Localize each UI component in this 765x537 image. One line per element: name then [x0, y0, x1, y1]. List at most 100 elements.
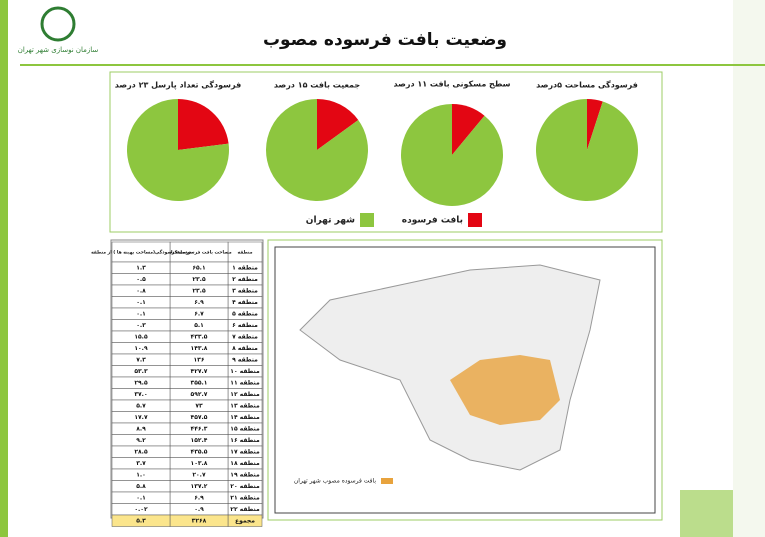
table-cell-text: ۴۳۳.۵: [191, 333, 208, 340]
table-cell-text: ۰.۳: [136, 322, 146, 329]
table-cell-text: منطقه ۴: [232, 299, 258, 306]
table-cell-text: منطقه ۹: [232, 356, 258, 363]
table-cell-text: ۱۵.۵: [134, 333, 148, 340]
table-cell-text: ۱۳۷.۲: [191, 483, 208, 490]
table-cell-text: ۱.۰: [136, 471, 146, 478]
table-cell-text: ۷.۳: [136, 356, 146, 363]
pie-title: فرسودگی مساحت ۵درصد: [536, 80, 638, 90]
table-cell-text: ۸.۹: [136, 425, 146, 432]
table-cell-text: ۳۷.۰: [134, 391, 147, 398]
table-cell-text: ۳۲۶۸: [192, 517, 207, 524]
legend-swatch: [360, 213, 374, 227]
table-cell-text: ۵۹۲.۷: [191, 391, 208, 398]
header-rule: [20, 64, 765, 66]
table-cell-text: ۱۰۳.۸: [191, 460, 208, 467]
table-cell-text: منطقه ۱۹: [230, 471, 260, 478]
table-cell-text: ۶.۹: [194, 299, 204, 306]
table-cell-text: ۵.۸: [136, 483, 146, 490]
table-cell-text: ۱.۳: [136, 264, 146, 271]
table-cell-text: منطقه ۲۲: [230, 506, 260, 513]
table-cell-text: ۵.۱: [194, 322, 204, 329]
table-cell-text: منطقه ۲۱: [230, 494, 260, 501]
table-header: مساحت بافت فرسوده(هکتار): [166, 250, 231, 256]
table-header: درصد فرسودگی(مساحت بهینه ها ) از منطقه: [91, 249, 192, 256]
map-legend-label: بافت فرسوده مصوب شهر تهران: [294, 478, 376, 485]
table-cell-text: منطقه ۵: [232, 310, 258, 317]
pie-slice: [266, 99, 368, 201]
table-cell-text: ۶.۷: [194, 310, 204, 317]
pie-slice: [401, 104, 504, 207]
table-cell-text: منطقه ۱۸: [230, 460, 260, 467]
pie-title: سطح مسکونی بافت ۱۱ درصد: [394, 80, 511, 89]
pie-slice: [587, 99, 603, 150]
table-cell-text: منطقه ۱۵: [230, 425, 260, 432]
table-cell-text: منطقه ۲: [232, 276, 258, 283]
legend-swatch: [468, 213, 482, 227]
table-cell-text: ۷۳: [195, 402, 203, 409]
table-cell-text: ۴۲۷.۷: [191, 368, 208, 375]
table-cell-text: ۰.۰۲: [134, 506, 148, 513]
map-legend-swatch: [381, 478, 393, 484]
table-cell-text: منطقه ۳: [232, 287, 258, 294]
skyline: [680, 490, 733, 537]
table-cell-text: منطقه ۶: [232, 322, 258, 329]
table-cell: [111, 514, 171, 527]
table-cell-text: منطقه ۲۰: [230, 483, 260, 490]
table-cell-text: ۰.۱: [136, 299, 146, 306]
pie-title: فرسودگی تعداد پارسل ۲۳ درصد: [115, 80, 242, 90]
pie-slice: [317, 99, 359, 150]
table-cell-text: ۲۰.۷: [192, 471, 206, 478]
table-cell-text: منطقه ۱۶: [230, 437, 260, 444]
table-cell-text: ۳.۷: [136, 460, 146, 467]
table-cell-text: منطقه ۱۴: [230, 414, 260, 421]
logo: [40, 6, 76, 42]
pie-slice: [178, 99, 229, 150]
table-cell-text: ۲۹.۵: [134, 379, 148, 386]
table-cell-text: ۲۸.۵: [134, 448, 148, 455]
legend-label: بافت فرسوده: [402, 216, 463, 226]
table-cell-text: منطقه ۸: [232, 345, 258, 352]
table-cell-text: منطقه ۱۷: [230, 448, 260, 455]
table-cell-text: منطقه ۱۱: [230, 379, 260, 386]
table-cell-text: ۶.۹: [194, 494, 204, 501]
side-strip: [0, 0, 8, 537]
table-cell-text: منطقه ۱۲: [230, 391, 260, 398]
table-cell-text: ۵.۷: [136, 402, 146, 409]
map-area: [450, 355, 560, 425]
table-cell-text: ۱۵۲.۴: [191, 437, 208, 444]
table-cell-text: مجموع: [235, 517, 255, 524]
table-cell-text: ۴۴۶.۳: [191, 425, 208, 432]
table-header: منطقه: [238, 251, 253, 256]
table-cell-text: ۶۵.۱: [192, 264, 205, 271]
table-cell-text: ۲۳.۵: [192, 287, 206, 294]
table-cell-text: ۲۳.۵: [192, 276, 206, 283]
table-cell-text: منطقه ۱۳: [230, 402, 260, 409]
table-cell-text: ۵۳.۳: [134, 368, 148, 375]
title: وضعیت بافت فرسوده مصوب: [263, 30, 507, 50]
legend-label: شهر تهران: [306, 216, 355, 226]
table-cell-text: ۰.۵: [136, 276, 146, 283]
pie-slice: [452, 104, 485, 155]
table-cell-text: ۰.۱: [136, 494, 146, 501]
table-cell-text: ۵.۳: [136, 517, 146, 524]
table-cell-text: ۱۴۳.۸: [191, 345, 208, 352]
table-cell-text: ۴۳۵.۵: [191, 448, 208, 455]
table-cell-text: ۰.۱: [136, 310, 146, 317]
table-cell-text: منطقه ۷: [232, 333, 258, 340]
table-cell-text: ۹.۲: [136, 437, 146, 444]
table-cell-text: منطقه ۱۰: [230, 368, 260, 375]
table-cell-text: منطقه ۱: [232, 264, 258, 271]
table-cell-text: ۴۵۷.۵: [191, 414, 208, 421]
pie-title: جمعیت بافت ۱۵ درصد: [274, 81, 361, 90]
pie-slice: [536, 99, 639, 201]
table-cell-text: ۱۷.۷: [134, 414, 148, 421]
table-cell-text: ۱۳۶: [194, 356, 205, 363]
table-cell-text: ۳۵۵.۱: [191, 379, 208, 386]
logo-text: سازمان نوسازی شهر تهران: [18, 46, 99, 54]
table-cell-text: ۱۰.۹: [134, 345, 148, 352]
deco: [733, 0, 765, 537]
pie-slice: [127, 99, 229, 201]
table-cell-text: ۰.۸: [136, 287, 146, 294]
